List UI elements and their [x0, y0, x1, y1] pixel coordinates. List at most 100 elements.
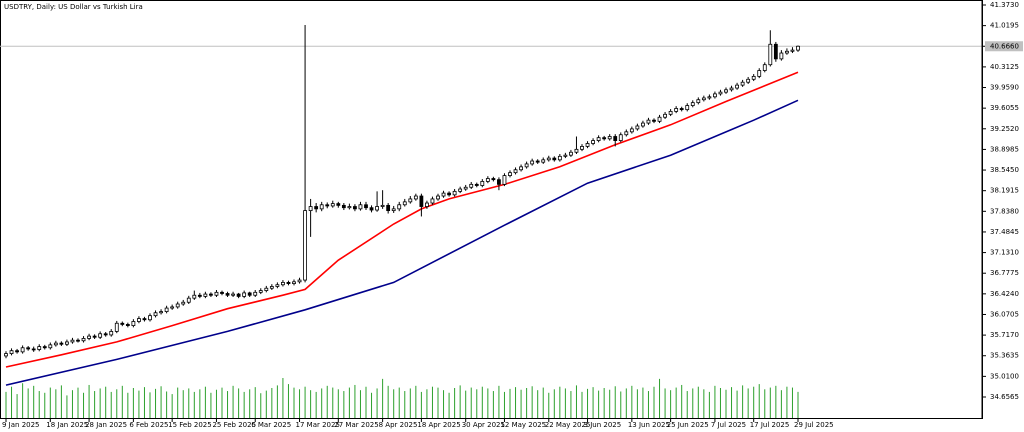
candle-body: [319, 204, 324, 210]
candle-body: [353, 206, 357, 210]
candle-body: [713, 93, 717, 98]
candle-body: [98, 333, 103, 338]
candle-body: [790, 49, 795, 52]
candle-body: [413, 195, 418, 200]
y-tick-label: 39.2520: [990, 125, 1019, 133]
candle-body: [524, 163, 529, 168]
candle-body: [773, 43, 778, 60]
candle-body: [125, 324, 130, 326]
x-tick-label: 6 Feb 2025: [129, 421, 168, 429]
candle-body: [552, 157, 557, 161]
candle-body: [641, 122, 645, 127]
candle-body: [425, 202, 429, 207]
candle-body: [762, 64, 767, 71]
candle-body: [497, 179, 501, 185]
candle-body: [103, 333, 108, 336]
candle-body: [508, 172, 512, 176]
candle-body: [607, 136, 612, 140]
y-tick-label: 41.0195: [990, 22, 1019, 30]
candle-body: [220, 291, 224, 294]
y-tick-label: 36.0705: [990, 310, 1019, 318]
x-tick-label: 30 Apr 2025: [462, 421, 505, 429]
candle-body: [76, 339, 80, 342]
x-tick-label: 3 Jun 2025: [584, 421, 622, 429]
x-tick-label: 15 Feb 2025: [168, 421, 212, 429]
y-tick-label: 37.1310: [990, 249, 1019, 257]
y-tick-label: 40.6660: [990, 42, 1019, 50]
candle-body: [402, 201, 407, 206]
candle-body: [26, 347, 31, 350]
candle-body: [430, 198, 435, 204]
candle-body: [480, 181, 485, 186]
candle-body: [585, 143, 590, 147]
candle-body: [474, 183, 479, 186]
candle-body: [419, 195, 424, 207]
candle-body: [142, 318, 147, 321]
x-tick-label: 18 Apr 2025: [417, 421, 460, 429]
candle-body: [42, 346, 47, 349]
candle-body: [153, 312, 158, 317]
candle-body: [602, 137, 607, 140]
candle-body: [679, 108, 684, 111]
y-tick-label: 35.0100: [990, 372, 1019, 380]
candle-body: [652, 119, 656, 122]
x-tick-label: 17 Mar 2025: [296, 421, 340, 429]
x-tick-label: 9 Jan 2025: [2, 421, 40, 429]
candle-body: [513, 169, 518, 174]
candle-body: [203, 293, 208, 297]
candle-body: [757, 70, 762, 77]
candle-body: [65, 341, 69, 345]
candle-body: [397, 204, 402, 210]
candle-body: [724, 89, 728, 93]
candle-body: [336, 203, 341, 206]
candle-body: [325, 204, 330, 207]
candle-body: [535, 160, 540, 163]
candle-body: [225, 293, 230, 296]
x-tick-label: 6 Mar 2025: [251, 421, 291, 429]
candle-body: [491, 178, 496, 181]
candle-body: [441, 192, 446, 197]
x-tick-label: 8 Apr 2025: [379, 421, 418, 429]
candle-body: [20, 347, 25, 353]
candle-body: [308, 206, 313, 212]
candle-body: [269, 286, 274, 289]
candle-body: [618, 134, 623, 141]
candle-body: [463, 186, 468, 190]
y-tick-label: 41.3730: [990, 1, 1019, 9]
candle-body: [436, 195, 440, 200]
candle-body: [707, 96, 712, 99]
candle-body: [236, 293, 241, 297]
candle-body: [718, 91, 723, 95]
candle-body: [546, 157, 551, 161]
candle-body: [735, 84, 739, 89]
candle-body: [740, 81, 745, 86]
candle-body: [729, 87, 734, 91]
candle-body: [563, 154, 568, 157]
candle-body: [275, 284, 280, 287]
candle-body: [796, 45, 800, 51]
candle-body: [447, 192, 451, 196]
candle-body: [92, 335, 97, 338]
candle-body: [746, 78, 751, 83]
candle-body: [591, 140, 595, 144]
candle-body: [386, 204, 391, 212]
candle-body: [170, 306, 175, 309]
candle-body: [685, 105, 690, 111]
candle-body: [214, 291, 219, 296]
candle-body: [668, 110, 673, 115]
y-tick-label: 37.8380: [990, 207, 1019, 215]
candle-body: [81, 338, 86, 342]
candle-body: [369, 207, 374, 211]
candle-body: [768, 43, 773, 66]
candle-body: [408, 198, 413, 203]
candle-body: [247, 292, 252, 296]
candle-body: [264, 287, 269, 291]
x-tick-label: 17 Jul 2025: [750, 421, 790, 429]
candle-body: [629, 128, 634, 133]
chart-title: USDTRY, Daily: US Dollar vs Turkish Lira: [4, 3, 143, 11]
x-tick-label: 25 Feb 2025: [212, 421, 256, 429]
y-tick-label: 39.6055: [990, 104, 1019, 112]
candle-body: [690, 102, 695, 106]
candle-body: [59, 342, 64, 345]
